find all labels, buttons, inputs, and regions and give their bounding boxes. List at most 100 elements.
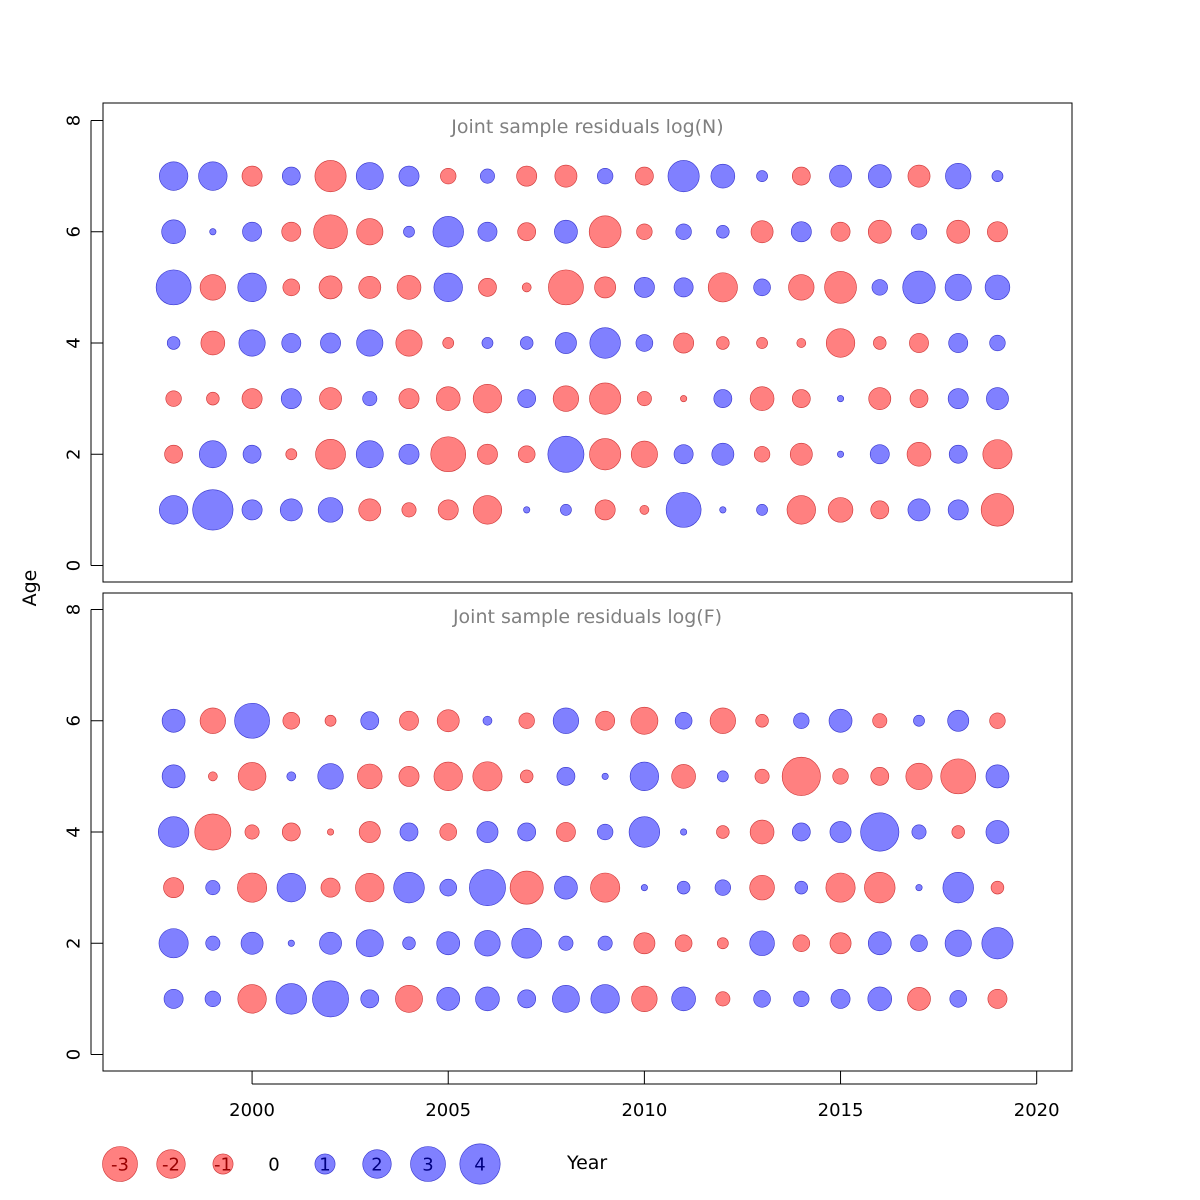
residual-bubble: [597, 823, 614, 841]
residual-bubble: [555, 332, 577, 354]
y-tick-label: 2: [63, 938, 84, 949]
residual-bubble: [440, 168, 457, 185]
residual-bubble: [548, 269, 584, 306]
residual-bubble: [159, 161, 189, 191]
residual-bubble: [554, 219, 578, 244]
residual-bubble: [749, 386, 775, 411]
residual-bubble: [402, 936, 416, 950]
residual-bubble: [205, 880, 221, 896]
residual-bubble: [594, 499, 616, 521]
residual-bubble: [945, 163, 972, 190]
y-tick-label: 6: [63, 715, 84, 726]
residual-bubble: [631, 985, 658, 1012]
residual-bubble: [281, 333, 302, 353]
residual-bubble: [788, 274, 815, 301]
residual-bubble: [472, 495, 503, 525]
residual-bubble: [715, 991, 731, 1007]
legend-label: 1: [319, 1154, 330, 1175]
residual-bubble: [986, 387, 1009, 410]
residual-bubble: [796, 338, 807, 348]
legend-label: -1: [214, 1154, 232, 1175]
residual-bubble: [828, 708, 853, 733]
residual-bubble: [790, 221, 812, 243]
residual-bubble: [671, 764, 696, 789]
residual-bubble: [639, 505, 650, 515]
residual-bubble: [673, 444, 694, 465]
residual-bubble: [590, 872, 621, 903]
residual-bubble: [163, 877, 185, 899]
y-tick-label: 8: [63, 604, 84, 615]
residual-bubble: [313, 214, 348, 249]
residual-bubble: [355, 873, 385, 903]
y-tick-label: 8: [63, 115, 84, 126]
residual-bubble: [206, 391, 220, 406]
residual-bubble: [635, 166, 654, 186]
residual-bubble: [628, 816, 661, 848]
residual-bubble: [597, 168, 614, 185]
residual-bubble: [719, 506, 727, 514]
legend: -3 -2 -1 0 1 2 3 4: [102, 1143, 501, 1185]
residual-bubble: [242, 221, 262, 242]
residual-bubble: [633, 932, 656, 955]
residual-bubble: [275, 983, 307, 1015]
residual-bubble: [633, 276, 655, 298]
residual-bubble: [675, 223, 692, 240]
x-axis-title: Year: [566, 1152, 607, 1174]
residual-bubble: [205, 935, 221, 951]
panel-1: Joint sample residuals log(N) 0 2 4 6 8: [63, 102, 1073, 583]
residual-bubble: [717, 770, 729, 783]
residual-bubble: [873, 336, 887, 350]
residual-bubble: [837, 395, 845, 403]
residual-bubble: [716, 225, 730, 239]
residual-bubble: [360, 989, 380, 1009]
residual-bubble: [944, 929, 972, 957]
residual-bubble: [320, 332, 341, 354]
residual-bubble: [509, 870, 544, 905]
residual-bubble: [244, 824, 260, 840]
y-axis: 0 2 4 6 8: [63, 115, 103, 571]
residual-bubble: [872, 713, 888, 729]
residual-bubble: [942, 872, 974, 904]
residual-bubble: [944, 273, 972, 301]
residual-bubble: [756, 504, 768, 516]
residual-bubble: [756, 337, 768, 349]
residual-bubble: [750, 220, 774, 244]
y-axis-title: Age: [19, 570, 41, 607]
residual-bubble: [793, 990, 810, 1007]
residual-bubble: [597, 935, 613, 951]
residual-bubble: [358, 276, 382, 299]
residual-bubble: [824, 271, 857, 304]
residual-bubble: [793, 712, 810, 729]
y-tick-label: 4: [63, 337, 84, 348]
residual-bubble: [707, 272, 738, 303]
residual-bubble: [985, 764, 1010, 789]
residual-bubble: [825, 328, 856, 358]
residual-bubble: [673, 332, 695, 354]
residual-bubble: [478, 278, 497, 297]
residual-bubble: [520, 336, 534, 350]
residual-bubble: [907, 164, 931, 188]
residual-bubble: [590, 984, 620, 1014]
residual-bubble: [832, 768, 849, 785]
legend-bubble: [410, 1146, 446, 1182]
residual-bubble: [864, 872, 896, 904]
residual-bubble: [517, 445, 536, 464]
residual-bubble: [520, 769, 534, 784]
y-axis: 0 2 4 6 8: [63, 604, 103, 1060]
residual-bubble: [674, 934, 693, 953]
residual-bubble: [984, 274, 1011, 301]
residual-bubble: [319, 387, 342, 410]
residual-bubble: [870, 767, 890, 786]
residual-bubble: [640, 884, 648, 892]
residual-bubble: [630, 706, 659, 735]
residual-bubble: [909, 333, 929, 353]
residual-bubble: [990, 880, 1005, 895]
residual-bubble: [516, 165, 538, 187]
residual-bubble: [709, 707, 736, 734]
residual-bubble: [241, 499, 263, 521]
residual-bubble: [477, 221, 498, 242]
residual-bubble: [199, 274, 226, 301]
residual-bubble: [910, 934, 928, 953]
residual-bubble: [403, 225, 415, 238]
